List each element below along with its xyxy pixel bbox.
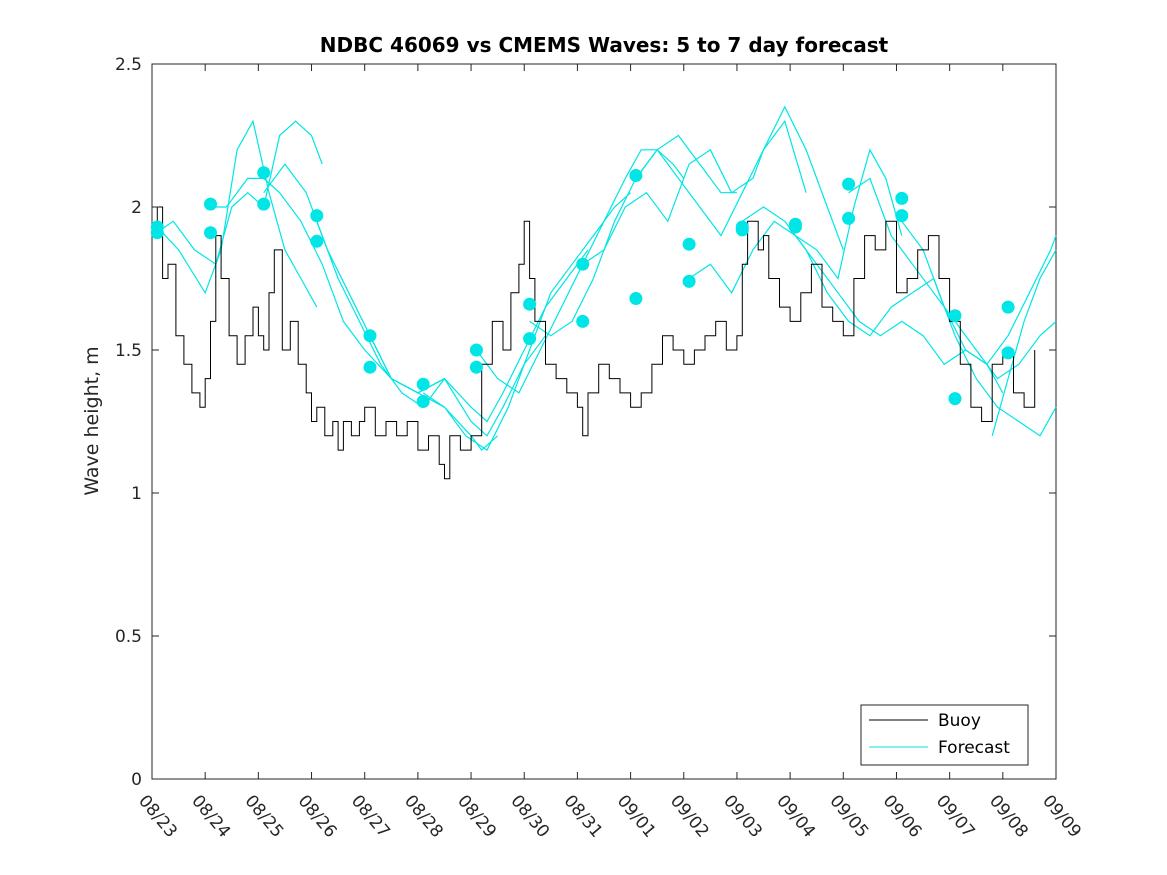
y-tick-label: 2 [131,198,142,218]
forecast-point [682,274,696,288]
forecast-point [576,257,590,271]
forecast-series-line [741,206,956,337]
forecast-points [150,166,1015,408]
forecast-point [576,314,590,328]
forecast-point [629,292,643,305]
forecast-point [204,197,217,211]
forecast-series-line [422,192,631,451]
forecast-point [150,226,164,240]
forecast-series-line [954,335,1057,437]
y-tick-label: 1.5 [115,341,142,361]
forecast-point [523,297,537,311]
forecast-point [1001,300,1015,314]
legend: Buoy Forecast [860,704,1029,766]
plot-frame [151,63,1057,780]
forecast-point [416,395,430,408]
forecast-point [310,209,324,223]
forecast-point [895,209,909,223]
forecast-point [363,329,377,343]
chart-title: NDBC 46069 vs CMEMS Waves: 5 to 7 day fo… [320,33,889,57]
y-axis-ticks: 0 0.5 1 1.5 2 2.5 [115,55,1056,790]
forecast-point [257,197,271,211]
forecast-point [842,211,856,225]
forecast-point [948,392,962,406]
forecast-point [948,309,962,323]
forecast-point [310,234,324,248]
forecast-point [204,226,217,240]
forecast-point [682,237,696,251]
forecast-point [469,343,483,357]
legend-buoy-label: Buoy [938,711,981,731]
forecast-series-line [991,249,1057,436]
forecast-series-line [151,120,323,266]
forecast-point [629,169,643,182]
y-tick-label: 0.5 [115,627,142,647]
legend-box [860,704,1029,766]
forecast-series-line [901,220,1057,366]
forecast-point [257,166,271,180]
forecast-series-line [582,119,807,265]
forecast-point [523,332,537,346]
forecast-point [842,177,856,191]
forecast-point [363,360,377,374]
y-tick-label: 2.5 [115,55,142,75]
forecast-point [416,377,430,391]
forecast-series-line [475,149,685,394]
forecast-series-line [688,148,903,294]
forecast-point [788,220,802,234]
forecast-series-line [316,221,546,437]
buoy-series-line [152,206,1036,480]
y-tick-label: 0 [131,770,142,790]
buoy-line-group [152,206,1036,480]
y-tick-label: 1 [131,484,142,504]
forecast-point [895,191,909,205]
forecast-series-line [369,249,589,423]
forecast-series-line [635,105,844,251]
legend-forecast-label: Forecast [938,738,1010,758]
y-axis-label: Wave height, m [81,346,103,495]
forecast-point [1001,346,1015,360]
forecast-point [469,360,483,374]
forecast-series-line [151,119,318,308]
forecast-point [735,223,749,237]
